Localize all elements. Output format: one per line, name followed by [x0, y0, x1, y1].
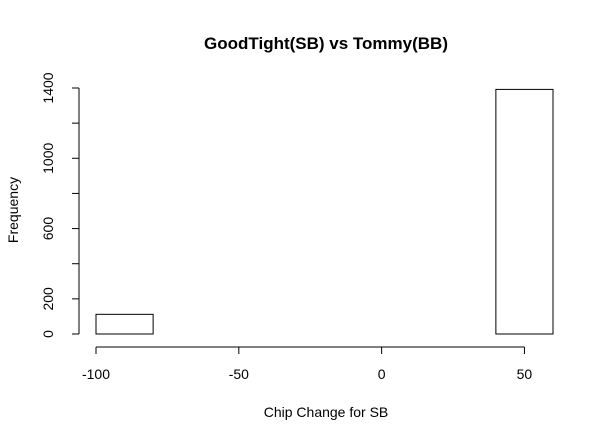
y-tick-label: 600 — [40, 217, 56, 241]
chart-title: GoodTight(SB) vs Tommy(BB) — [204, 34, 448, 53]
bars-group — [95, 88, 554, 335]
x-tick-label: 0 — [378, 366, 386, 382]
y-axis: 0 200 600 1000 1400 — [40, 72, 80, 338]
histogram-bar — [495, 88, 554, 335]
x-tick-label: -100 — [82, 366, 110, 382]
y-axis-label: Frequency — [5, 177, 21, 243]
y-tick-label: 200 — [40, 287, 56, 311]
histogram-bar — [95, 313, 154, 335]
y-tick-label: 0 — [40, 330, 56, 338]
x-tick-label: -50 — [229, 366, 249, 382]
x-axis: -100 -50 0 50 — [82, 346, 533, 382]
y-tick-label: 1000 — [40, 143, 56, 174]
x-tick-label: 50 — [517, 366, 533, 382]
y-tick-label: 1400 — [40, 72, 56, 103]
x-axis-label: Chip Change for SB — [264, 404, 389, 420]
